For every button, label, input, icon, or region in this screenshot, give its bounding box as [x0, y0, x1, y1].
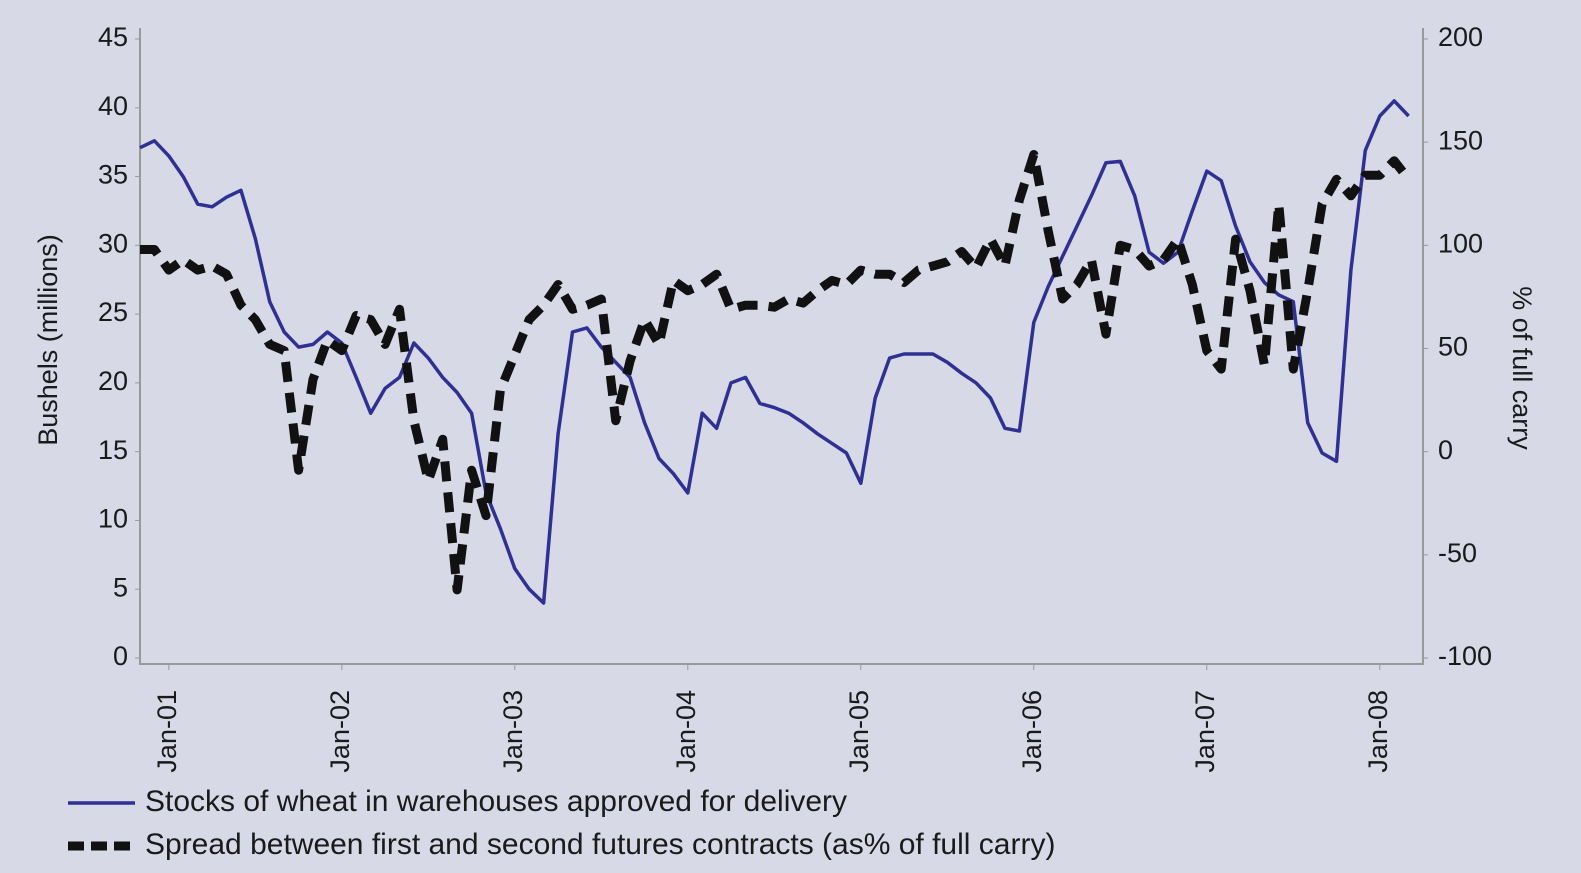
y-tick-label: 20 [98, 366, 128, 396]
x-tick-label: Jan-06 [1017, 690, 1047, 773]
x-tick-label: Jan-02 [325, 690, 355, 773]
y2-tick-label: -100 [1438, 641, 1492, 671]
y-tick-label: 30 [98, 228, 128, 258]
x-tick-label: Jan-08 [1363, 690, 1393, 773]
y-tick-label: 0 [113, 641, 128, 671]
series-line [139, 99, 1410, 605]
y-tick-label: 45 [98, 22, 128, 52]
x-tick-label: Jan-07 [1190, 690, 1220, 773]
y-tick-label: 25 [98, 297, 128, 327]
x-tick-label: Jan-01 [152, 690, 182, 773]
y-tick-label: 10 [98, 504, 128, 534]
y2-tick-label: 100 [1438, 228, 1483, 258]
legend-label: Spread between first and second futures … [145, 828, 1055, 861]
y2-tick-label: 150 [1438, 125, 1483, 155]
y-tick-label: 35 [98, 160, 128, 190]
x-tick-label: Jan-05 [844, 690, 874, 773]
y-tick-label: 40 [98, 91, 128, 121]
y2-tick-label: -50 [1438, 538, 1477, 568]
y-axis-label: Bushels (millions) [33, 234, 63, 446]
y-tick-label: 5 [113, 572, 128, 602]
y2-axis-label: % of full carry [1507, 286, 1537, 450]
y2-tick-label: 200 [1438, 22, 1483, 52]
legend-label: Stocks of wheat in warehouses approved f… [145, 785, 847, 818]
y2-tick-label: 0 [1438, 435, 1453, 465]
x-tick-label: Jan-03 [498, 690, 528, 773]
series-line [140, 150, 1413, 595]
x-tick-label: Jan-04 [671, 690, 701, 773]
y-tick-label: 15 [98, 435, 128, 465]
y2-tick-label: 50 [1438, 332, 1468, 362]
